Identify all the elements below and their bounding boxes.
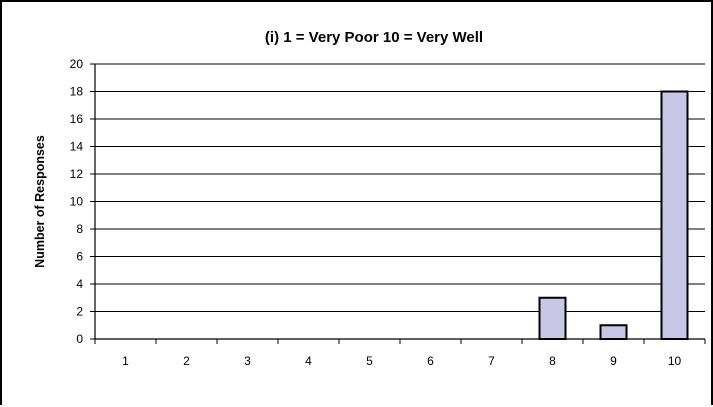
y-tick-label: 4 (76, 277, 83, 291)
y-tick-label: 14 (70, 140, 84, 154)
bar-10 (660, 90, 689, 340)
y-tick-labels: 0 2 4 6 8 10 12 14 16 18 20 (70, 57, 84, 346)
x-tick-label: 4 (305, 354, 312, 368)
chart-title: (i) 1 = Very Poor 10 = Very Well (265, 29, 483, 46)
y-tick-label: 16 (70, 112, 84, 126)
x-tick-label: 9 (610, 354, 617, 368)
gridlines (95, 63, 705, 312)
y-tick-label: 20 (70, 57, 84, 71)
x-tick-label: 2 (183, 354, 190, 368)
x-tick-label: 5 (366, 354, 373, 368)
x-tick-label: 1 (122, 354, 129, 368)
bars (538, 90, 689, 340)
x-tick-label: 7 (488, 354, 495, 368)
bar-8 (538, 296, 567, 340)
x-tick-label: 8 (549, 354, 556, 368)
y-tick-label: 2 (76, 305, 83, 319)
x-tick-label: 3 (244, 354, 251, 368)
y-tick-label: 18 (70, 85, 84, 99)
x-tick-label: 6 (427, 354, 434, 368)
bar-9 (599, 324, 628, 340)
y-tick-label: 6 (76, 250, 83, 264)
x-tick-labels: 1 2 3 4 5 6 7 8 9 10 (122, 354, 681, 368)
y-tick-label: 12 (70, 167, 84, 181)
axes (90, 63, 706, 344)
x-tick-label: 10 (668, 354, 682, 368)
y-tick-label: 10 (70, 195, 84, 209)
y-axis-label: Number of Responses (33, 135, 47, 268)
y-tick-label: 0 (76, 332, 83, 346)
y-tick-label: 8 (76, 222, 83, 236)
